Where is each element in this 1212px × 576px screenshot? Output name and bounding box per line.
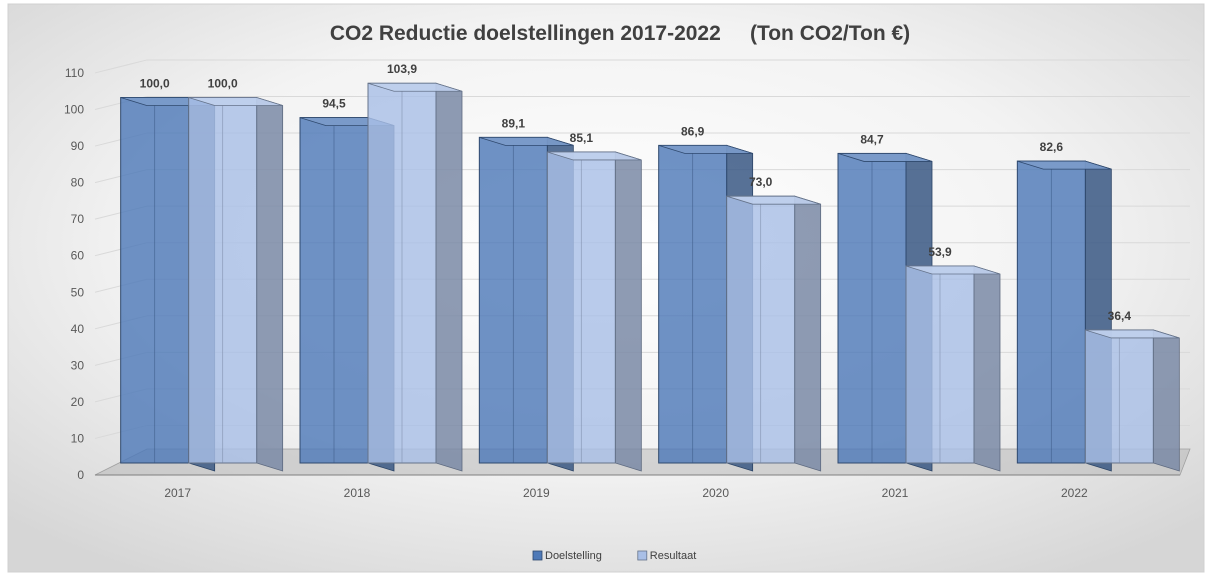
data-label-resultaat-2020: 73,0 <box>749 175 773 189</box>
bar-top <box>658 144 753 154</box>
data-label-resultaat-2017: 100,0 <box>208 77 238 91</box>
x-tick-label-2021: 2021 <box>882 486 909 500</box>
bar-side <box>973 265 1001 472</box>
bars <box>120 82 1180 472</box>
data-label-resultaat-2019: 85,1 <box>570 131 594 145</box>
bar-top <box>837 153 933 162</box>
data-label-doelstelling-2020: 86,9 <box>681 124 705 138</box>
data-label-doelstelling-2018: 94,5 <box>322 97 346 111</box>
bar-top <box>547 151 642 161</box>
y-tick-label: 60 <box>71 249 85 263</box>
y-tick-label: 80 <box>71 176 85 190</box>
y-tick-label: 110 <box>65 66 84 80</box>
legend-swatch-resultaat <box>637 550 648 561</box>
y-tick-label: 10 <box>71 431 85 445</box>
bar-top <box>367 82 463 92</box>
data-labels: 100,0 100,0 94,5 103,9 89,1 85,1 86,9 73,0 84,7 5… <box>140 62 1132 323</box>
y-tick-label: 30 <box>71 358 85 372</box>
legend: Doelstelling Resultaat <box>532 550 696 562</box>
bar-top <box>905 265 1001 275</box>
data-label-doelstelling-2017: 100,0 <box>140 77 170 91</box>
y-tick-label: 100 <box>64 103 84 117</box>
bar-resultaat-2017 <box>188 96 284 472</box>
bar-side <box>1152 329 1180 472</box>
legend-label-doelstelling: Doelstelling <box>545 550 602 562</box>
gridline-depth <box>94 59 148 74</box>
x-tick-label-2018: 2018 <box>344 486 371 500</box>
data-label-doelstelling-2019: 89,1 <box>502 116 526 130</box>
data-label-resultaat-2018: 103,9 <box>387 62 417 76</box>
bar-resultaat-2019 <box>546 151 642 472</box>
bar-resultaat-2020 <box>726 195 822 472</box>
bar-side <box>435 82 463 472</box>
y-axis: 0 10 20 30 40 50 60 70 80 90 100 110 <box>64 66 84 482</box>
bar-top <box>479 136 574 146</box>
y-tick-label: 70 <box>71 212 85 226</box>
y-tick-label: 50 <box>71 285 85 299</box>
data-label-doelstelling-2021: 84,7 <box>860 132 884 146</box>
x-axis: 2017 2018 2019 2020 2021 2022 <box>164 486 1088 500</box>
bar-side <box>614 151 642 472</box>
bar-side <box>794 195 822 472</box>
bar-resultaat-2021 <box>905 265 1001 472</box>
bar-top <box>726 195 821 205</box>
data-label-doelstelling-2022: 82,6 <box>1040 140 1064 154</box>
legend-label-resultaat: Resultaat <box>650 550 696 562</box>
y-tick-label: 90 <box>71 139 85 153</box>
bar-top <box>1017 160 1112 170</box>
y-tick-label: 20 <box>71 395 85 409</box>
data-label-resultaat-2021: 53,9 <box>928 245 952 259</box>
legend-swatch-doelstelling <box>532 550 543 561</box>
bar-resultaat-2018 <box>367 82 463 472</box>
bar-resultaat-2022 <box>1084 329 1180 472</box>
y-tick-label: 0 <box>77 468 84 482</box>
bar-doelstelling-2021 <box>837 152 933 472</box>
bar-top <box>1085 329 1180 339</box>
data-label-resultaat-2022: 36,4 <box>1108 309 1132 323</box>
x-tick-label-2022: 2022 <box>1061 486 1088 500</box>
x-tick-label-2019: 2019 <box>523 486 550 500</box>
bar-side <box>256 96 284 472</box>
x-tick-label-2017: 2017 <box>164 486 191 500</box>
bar-top <box>188 97 283 106</box>
x-tick-label-2020: 2020 <box>702 486 729 500</box>
chart-title: CO2 Reductie doelstellingen 2017-2022 (T… <box>330 22 910 45</box>
y-tick-label: 40 <box>71 322 85 336</box>
